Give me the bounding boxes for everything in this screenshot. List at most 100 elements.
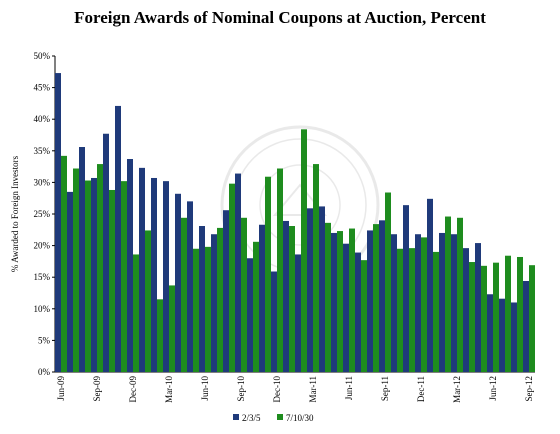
y-tick-label: 40% xyxy=(34,114,51,124)
bar-7-10-30-Mar-10 xyxy=(169,285,175,372)
x-tick-label: Dec-09 xyxy=(128,376,138,403)
bar-2-3-5-Aug-11 xyxy=(367,230,373,372)
bar-7-10-30-Aug-10 xyxy=(229,183,235,372)
bar-2-3-5-Jun-12 xyxy=(487,294,493,372)
bar-2-3-5-Feb-12 xyxy=(439,232,445,372)
bar-7-10-30-Nov-09 xyxy=(121,181,127,372)
legend-label-2-3-5: 2/3/5 xyxy=(242,413,261,423)
bar-7-10-30-Mar-11 xyxy=(313,164,319,372)
bar-7-10-30-May-11 xyxy=(337,231,343,372)
bar-2-3-5-Aug-09 xyxy=(79,147,85,372)
bars xyxy=(55,73,535,373)
bar-2-3-5-May-11 xyxy=(331,232,337,372)
bar-2-3-5-Jul-12 xyxy=(499,298,505,372)
bar-2-3-5-Apr-12 xyxy=(463,248,469,372)
bar-2-3-5-Feb-11 xyxy=(295,254,301,372)
bar-7-10-30-Jan-11 xyxy=(289,226,295,372)
bar-7-10-30-Mar-12 xyxy=(457,217,463,372)
bar-7-10-30-Dec-09 xyxy=(133,254,139,372)
bar-2-3-5-Mar-11 xyxy=(307,208,313,372)
y-tick-label: 50% xyxy=(34,51,51,61)
bar-7-10-30-Sep-09 xyxy=(97,164,103,372)
y-tick-label: 20% xyxy=(34,241,51,251)
bar-7-10-30-Jan-12 xyxy=(433,251,439,372)
bar-7-10-30-Jul-11 xyxy=(361,260,367,372)
bar-2-3-5-Oct-09 xyxy=(103,133,109,372)
bar-2-3-5-Mar-12 xyxy=(451,234,457,372)
bar-2-3-5-Sep-10 xyxy=(235,173,241,372)
x-tick-label: Sep-09 xyxy=(92,376,102,402)
x-tick-label: Jun-11 xyxy=(344,376,354,400)
bar-7-10-30-Jul-10 xyxy=(217,227,223,372)
y-tick-label: 15% xyxy=(34,272,51,282)
x-tick-label: Jun-10 xyxy=(200,376,210,401)
legend-swatch-2-3-5 xyxy=(233,414,239,420)
x-tick-label: Dec-11 xyxy=(416,376,426,402)
y-tick-label: 25% xyxy=(34,209,51,219)
bar-7-10-30-Apr-12 xyxy=(469,262,475,372)
y-tick-label: 35% xyxy=(34,146,51,156)
y-axis-label: % Awarded to Foreign Investors xyxy=(10,155,20,272)
bar-7-10-30-Sep-11 xyxy=(385,192,391,372)
bar-2-3-5-Jan-10 xyxy=(139,167,145,372)
bar-2-3-5-Apr-11 xyxy=(319,206,325,372)
bar-2-3-5-Sep-12 xyxy=(523,280,529,372)
bar-2-3-5-Oct-11 xyxy=(391,234,397,372)
bar-7-10-30-Jun-11 xyxy=(349,228,355,372)
x-tick-label: Sep-10 xyxy=(236,376,246,402)
bar-2-3-5-Sep-11 xyxy=(379,220,385,372)
bar-2-3-5-Jan-11 xyxy=(283,220,289,372)
bar-7-10-30-May-10 xyxy=(193,248,199,372)
bar-2-3-5-May-10 xyxy=(187,201,193,372)
bar-7-10-30-Nov-10 xyxy=(265,176,271,372)
bar-2-3-5-Sep-09 xyxy=(91,177,97,372)
bar-7-10-30-Jun-09 xyxy=(61,155,67,372)
bar-7-10-30-Jan-10 xyxy=(145,230,151,372)
x-tick-label: Mar-11 xyxy=(308,376,318,402)
bar-2-3-5-Apr-10 xyxy=(175,193,181,372)
x-tick-label: Jun-09 xyxy=(56,376,66,401)
bar-7-10-30-Jul-12 xyxy=(505,255,511,372)
bar-2-3-5-Nov-11 xyxy=(403,205,409,372)
bar-7-10-30-Apr-10 xyxy=(181,217,187,372)
bar-2-3-5-Dec-10 xyxy=(271,271,277,372)
x-tick-label: Sep-11 xyxy=(380,376,390,401)
y-tick-label: 30% xyxy=(34,177,51,187)
bar-2-3-5-Oct-10 xyxy=(247,258,253,372)
x-tick-label: Jun-12 xyxy=(488,376,498,401)
bar-2-3-5-Dec-09 xyxy=(127,159,133,372)
bar-7-10-30-Apr-11 xyxy=(325,222,331,372)
bar-7-10-30-Aug-11 xyxy=(373,224,379,372)
y-tick-label: 10% xyxy=(34,304,51,314)
bar-2-3-5-Jul-10 xyxy=(211,234,217,372)
bar-2-3-5-May-12 xyxy=(475,243,481,372)
legend-swatch-7-10-30 xyxy=(277,414,283,420)
bar-7-10-30-Jun-10 xyxy=(205,246,211,372)
bar-7-10-30-Nov-11 xyxy=(409,248,415,372)
bar-2-3-5-Aug-10 xyxy=(223,210,229,372)
x-tick-label: Mar-10 xyxy=(164,376,174,403)
x-tick-label: Sep-12 xyxy=(524,376,534,402)
bar-7-10-30-Oct-09 xyxy=(109,189,115,372)
bar-2-3-5-Jun-11 xyxy=(343,243,349,372)
legend-label-7-10-30: 7/10/30 xyxy=(286,413,314,423)
bar-7-10-30-Sep-12 xyxy=(529,265,535,372)
bar-7-10-30-Feb-12 xyxy=(445,216,451,372)
y-tick-label: 0% xyxy=(38,367,51,377)
y-tick-label: 45% xyxy=(34,83,51,93)
bar-7-10-30-Sep-10 xyxy=(241,217,247,372)
bar-2-3-5-Feb-10 xyxy=(151,177,157,372)
bar-2-3-5-Jan-12 xyxy=(427,198,433,372)
bar-2-3-5-Dec-11 xyxy=(415,234,421,372)
bar-2-3-5-Jun-10 xyxy=(199,226,205,372)
bar-7-10-30-Oct-11 xyxy=(397,248,403,372)
x-axis-ticks: Jun-09 Sep-09 Dec-09 Mar-10 Jun-10 Sep-10 Dec-… xyxy=(56,376,534,403)
bar-7-10-30-Aug-09 xyxy=(85,180,91,372)
bar-7-10-30-Feb-11 xyxy=(301,129,307,372)
bar-7-10-30-Feb-10 xyxy=(157,299,163,372)
bar-2-3-5-Jun-09 xyxy=(55,73,61,372)
bar-2-3-5-Aug-12 xyxy=(511,302,517,372)
bar-2-3-5-Nov-10 xyxy=(259,224,265,372)
bar-7-10-30-Dec-11 xyxy=(421,237,427,372)
